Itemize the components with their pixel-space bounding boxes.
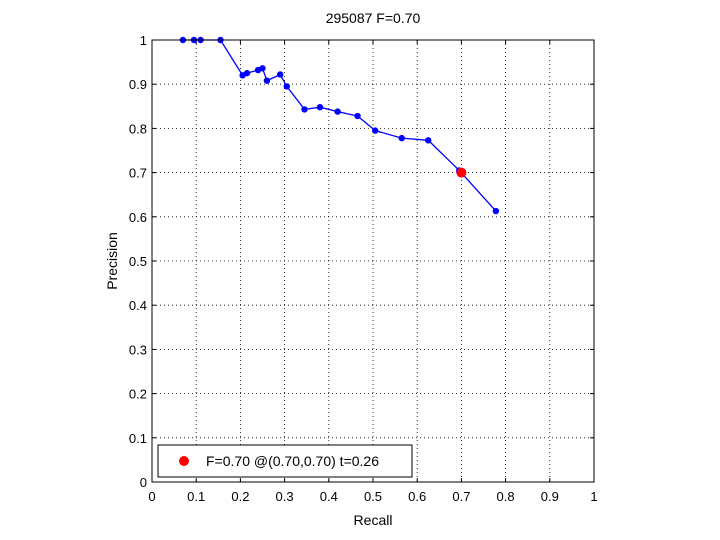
legend-box (157, 444, 413, 478)
data-point (316, 103, 324, 111)
y-tick-label: 0.8 (129, 121, 147, 136)
data-point (259, 65, 266, 72)
y-tick-labels: 0 0.1 0.2 0.3 0.4 0.5 0.6 0.7 0.8 0.9 1 (129, 33, 147, 490)
data-point (301, 106, 308, 113)
y-tick-label: 0.1 (129, 431, 147, 446)
x-tick-label: 1 (590, 489, 597, 504)
data-point (263, 77, 271, 84)
x-tick-label: 0.8 (497, 489, 515, 504)
data-point (334, 108, 341, 115)
y-tick-label: 0.5 (129, 254, 147, 269)
y-tick-label: 0 (140, 475, 147, 490)
x-tick-label: 0.1 (187, 489, 205, 504)
x-tick-label: 0.5 (364, 489, 382, 504)
y-tick-label: 0.9 (129, 77, 147, 92)
x-tick-label: 0.2 (231, 489, 249, 504)
y-tick-label: 1 (140, 33, 147, 48)
x-tick-label: 0.7 (452, 489, 470, 504)
data-point (276, 71, 284, 78)
x-tick-label: 0.9 (541, 489, 559, 504)
x-tick-label: 0.3 (276, 489, 294, 504)
data-point (492, 207, 500, 215)
chart-title: 295087 F=0.70 (326, 10, 421, 26)
legend-marker (179, 456, 189, 466)
y-tick-label: 0.7 (129, 166, 147, 181)
best-f-point (456, 167, 467, 178)
x-tick-labels: 0 0.1 0.2 0.3 0.4 0.5 0.6 0.7 0.8 0.9 1 (148, 489, 597, 504)
y-axis-title: Precision (104, 232, 120, 290)
y-tick-label: 0.3 (129, 342, 147, 357)
data-point (354, 112, 361, 120)
data-point (372, 127, 379, 134)
y-tick-label: 0.4 (129, 298, 147, 313)
x-tick-label: 0.4 (320, 489, 338, 504)
data-point (425, 137, 432, 144)
legend-label: F=0.70 @(0.70,0.70) t=0.26 (206, 453, 379, 469)
y-tick-label: 0.2 (129, 387, 147, 402)
y-tick-label: 0.6 (129, 210, 147, 225)
plot-frame (151, 39, 595, 483)
data-point (243, 69, 251, 77)
series-line (182, 39, 497, 212)
data-point (283, 83, 291, 90)
x-axis-title: Recall (354, 512, 393, 528)
x-tick-label: 0 (148, 489, 155, 504)
data-point (398, 134, 405, 142)
legend: F=0.70 @(0.70,0.70) t=0.26 (157, 444, 413, 478)
x-tick-label: 0.6 (408, 489, 426, 504)
